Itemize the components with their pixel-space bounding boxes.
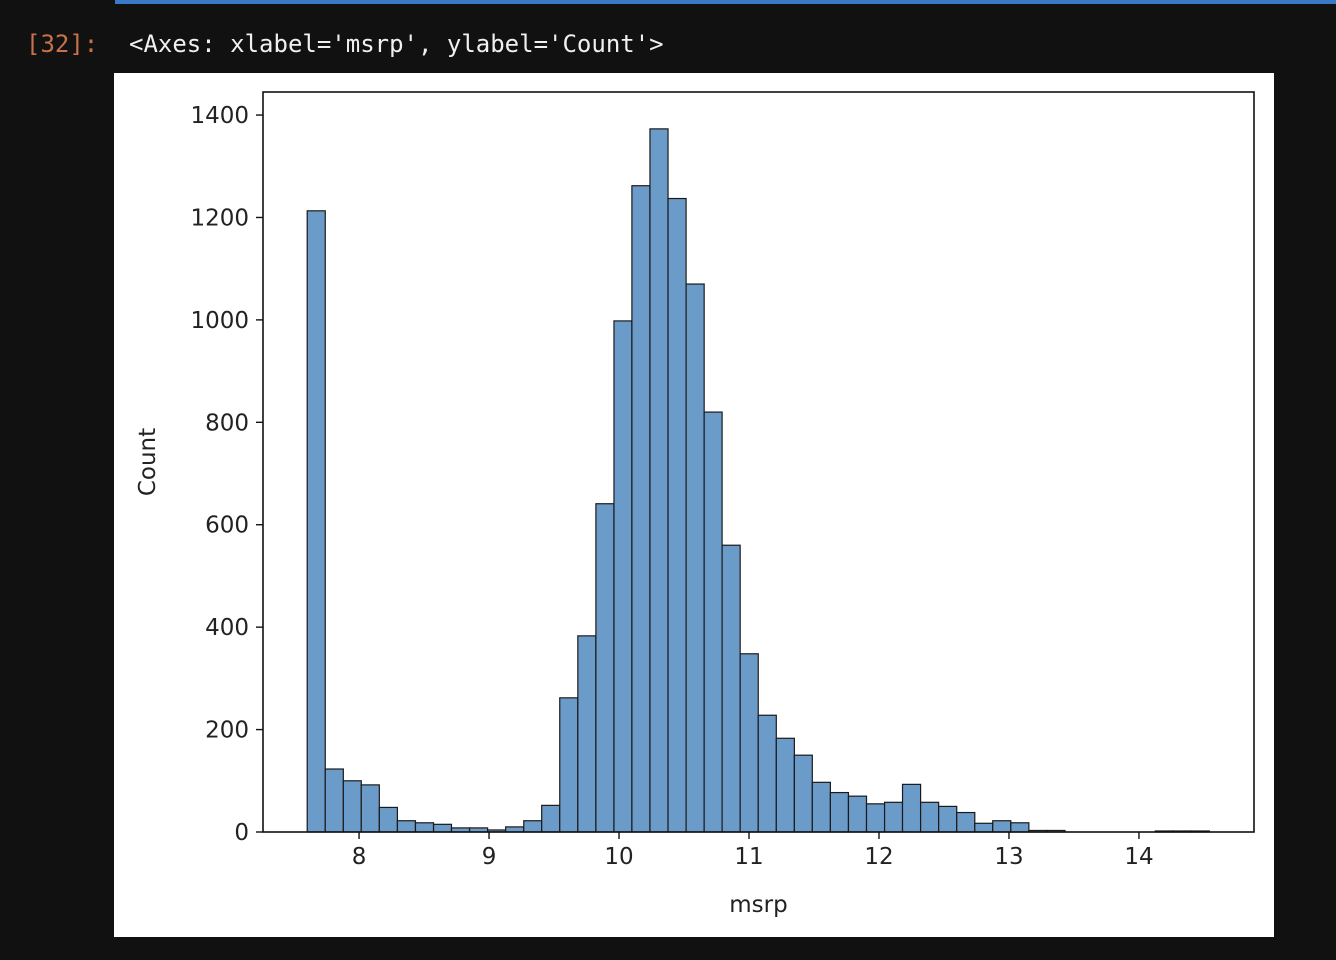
bar [721, 544, 741, 833]
y-axis-label: Count [135, 428, 161, 496]
bar [793, 754, 813, 833]
bar [324, 768, 344, 833]
bar [613, 320, 633, 833]
bar [974, 822, 994, 833]
x-tick-label: 12 [864, 844, 893, 870]
bar [847, 795, 868, 833]
bar [1010, 822, 1030, 833]
bar [883, 801, 904, 833]
y-tick-label: 1400 [190, 103, 249, 129]
bar [541, 804, 561, 833]
bar [631, 185, 651, 833]
y-tick-label: 400 [205, 615, 249, 641]
bar [992, 820, 1012, 833]
x-tick-label: 11 [734, 844, 763, 870]
bar [901, 783, 922, 833]
x-tick-label: 13 [994, 844, 1023, 870]
bar [956, 811, 976, 833]
bar [685, 283, 705, 833]
bar [306, 210, 326, 833]
cell-output: <Axes: xlabel='msrp', ylabel='Count'> [129, 30, 664, 58]
bar [595, 503, 615, 833]
x-tick-label: 8 [352, 844, 367, 870]
bar [414, 822, 435, 833]
bar [865, 803, 886, 833]
bar [667, 197, 687, 833]
bar [342, 780, 362, 833]
bar [559, 697, 579, 833]
plot: 8 9 10 11 12 13 14 0 200 400 600 800 1000 1200 1400 msr… [135, 91, 1255, 918]
y-tick-label: 1000 [190, 308, 249, 334]
bar [432, 823, 453, 833]
bar [378, 806, 399, 833]
bar [829, 791, 850, 833]
bar [775, 737, 795, 833]
bar [919, 801, 940, 833]
axes-frame [262, 91, 1255, 833]
bar [396, 820, 417, 833]
x-tick-label: 10 [604, 844, 633, 870]
bar [360, 784, 380, 833]
bar [811, 781, 831, 833]
y-tick-label: 800 [205, 410, 249, 436]
x-axis-label: msrp [729, 892, 787, 918]
y-tick-label: 0 [234, 820, 249, 846]
bar [649, 128, 669, 833]
y-tick-label: 1200 [190, 205, 249, 231]
bar [739, 653, 759, 833]
y-tick-label: 600 [205, 513, 249, 539]
bar [523, 820, 543, 833]
cell-border [115, 0, 1336, 4]
y-tick-label: 200 [205, 718, 249, 744]
bar [757, 714, 777, 833]
bar [703, 411, 723, 833]
x-tick-label: 14 [1124, 844, 1153, 870]
bar [577, 635, 597, 833]
bar [938, 805, 958, 833]
x-tick-label: 9 [482, 844, 497, 870]
cell-prompt: [32]: [26, 30, 98, 58]
